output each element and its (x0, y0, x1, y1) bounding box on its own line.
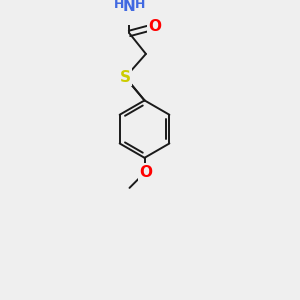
Text: O: O (140, 165, 152, 180)
Text: O: O (140, 164, 152, 178)
Text: H: H (114, 0, 124, 11)
Text: O: O (148, 19, 161, 34)
Text: H: H (135, 0, 145, 11)
Text: S: S (120, 70, 131, 85)
Text: N: N (123, 0, 136, 14)
